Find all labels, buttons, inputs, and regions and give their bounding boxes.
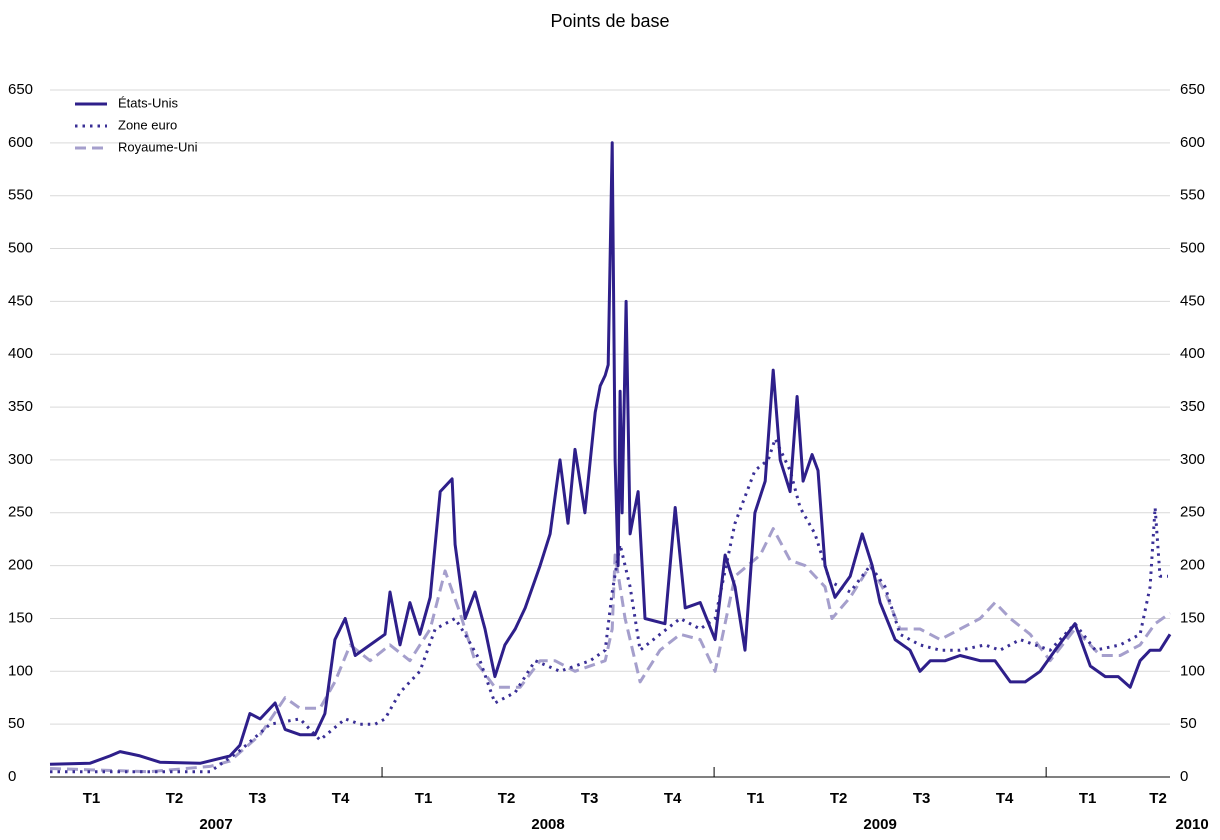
legend-label: Zone euro [118,117,177,132]
y2-tick-label: 500 [1180,240,1205,257]
y-tick-label: 150 [8,609,33,626]
legend-label: Royaume-Uni [118,139,198,154]
year-label: 2010 [1175,816,1208,833]
x-tick-label: T1 [1079,790,1097,807]
y-tick-label: 100 [8,662,33,679]
chart-title: Points de base [550,11,669,31]
legend-label: États-Unis [118,95,178,110]
y2-tick-label: 350 [1180,398,1205,415]
x-tick-label: T3 [581,790,599,807]
y-tick-label: 450 [8,292,33,309]
x-tick-label: T4 [332,790,350,807]
x-tick-label: T1 [415,790,433,807]
x-tick-label: T1 [747,790,765,807]
y2-tick-label: 400 [1180,345,1205,362]
y-tick-label: 50 [8,715,25,732]
x-tick-label: T3 [913,790,931,807]
y2-tick-label: 0 [1180,768,1188,785]
y2-tick-label: 450 [1180,292,1205,309]
x-tick-label: T2 [166,790,184,807]
y-tick-label: 200 [8,557,33,574]
y2-tick-label: 600 [1180,134,1205,151]
y-tick-label: 250 [8,504,33,521]
y2-tick-label: 200 [1180,557,1205,574]
y2-tick-label: 300 [1180,451,1205,468]
y2-tick-label: 550 [1180,187,1205,204]
x-tick-label: T4 [664,790,682,807]
y2-tick-label: 250 [1180,504,1205,521]
x-tick-label: T2 [498,790,516,807]
y-tick-label: 0 [8,768,16,785]
y-tick-label: 300 [8,451,33,468]
y2-tick-label: 100 [1180,662,1205,679]
series-line [49,141,1172,766]
y-tick-label: 600 [8,134,33,151]
y-tick-label: 400 [8,345,33,362]
year-label: 2009 [863,816,896,833]
series-line [50,437,1168,774]
x-tick-label: T2 [1149,790,1167,807]
y-tick-label: 650 [8,81,33,98]
year-label: 2008 [531,816,564,833]
x-tick-label: T3 [249,790,267,807]
y2-tick-label: 50 [1180,715,1197,732]
y2-tick-label: 150 [1180,609,1205,626]
y-tick-label: 550 [8,187,33,204]
y-tick-label: 350 [8,398,33,415]
y2-tick-label: 650 [1180,81,1205,98]
x-tick-label: T2 [830,790,848,807]
x-tick-label: T1 [83,790,101,807]
y-tick-label: 500 [8,240,33,257]
year-label: 2007 [199,816,232,833]
x-tick-label: T4 [996,790,1014,807]
